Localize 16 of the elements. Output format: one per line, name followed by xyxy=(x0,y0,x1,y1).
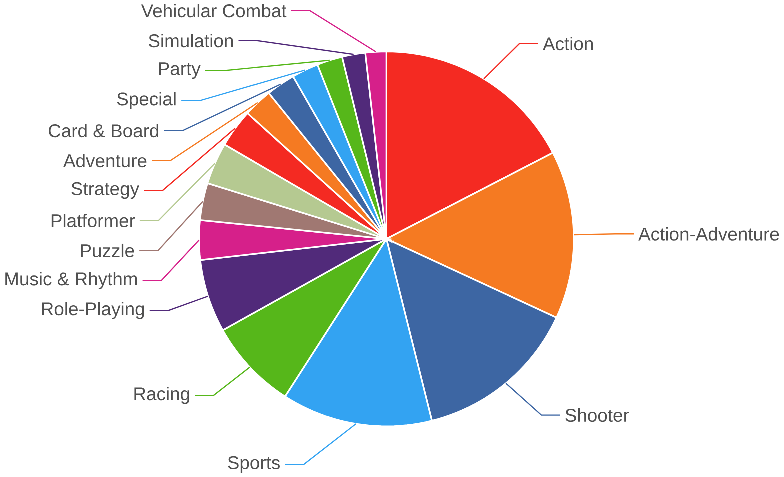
slice-label: Adventure xyxy=(63,154,147,168)
slice-label: Sports xyxy=(228,456,280,473)
slice-label: Puzzle xyxy=(81,244,134,258)
slice-label: Party xyxy=(159,62,201,79)
slice-label: Action-Adventure xyxy=(638,227,780,241)
slice-label: Strategy xyxy=(72,182,140,200)
slice-label: Music & Rhythm xyxy=(6,272,138,290)
slice-label: Shooter xyxy=(566,408,630,422)
slice-label: Role-Playing xyxy=(42,302,144,320)
slice-label: Vehicular Combat xyxy=(141,4,287,18)
slice-label: Action xyxy=(543,36,594,50)
slice-label: Card & Board xyxy=(48,124,159,138)
slice-label: Platformer xyxy=(52,214,136,228)
slice-label: Special xyxy=(117,92,176,110)
slice-label: Simulation xyxy=(149,34,234,48)
slice-label: Racing xyxy=(134,386,190,404)
